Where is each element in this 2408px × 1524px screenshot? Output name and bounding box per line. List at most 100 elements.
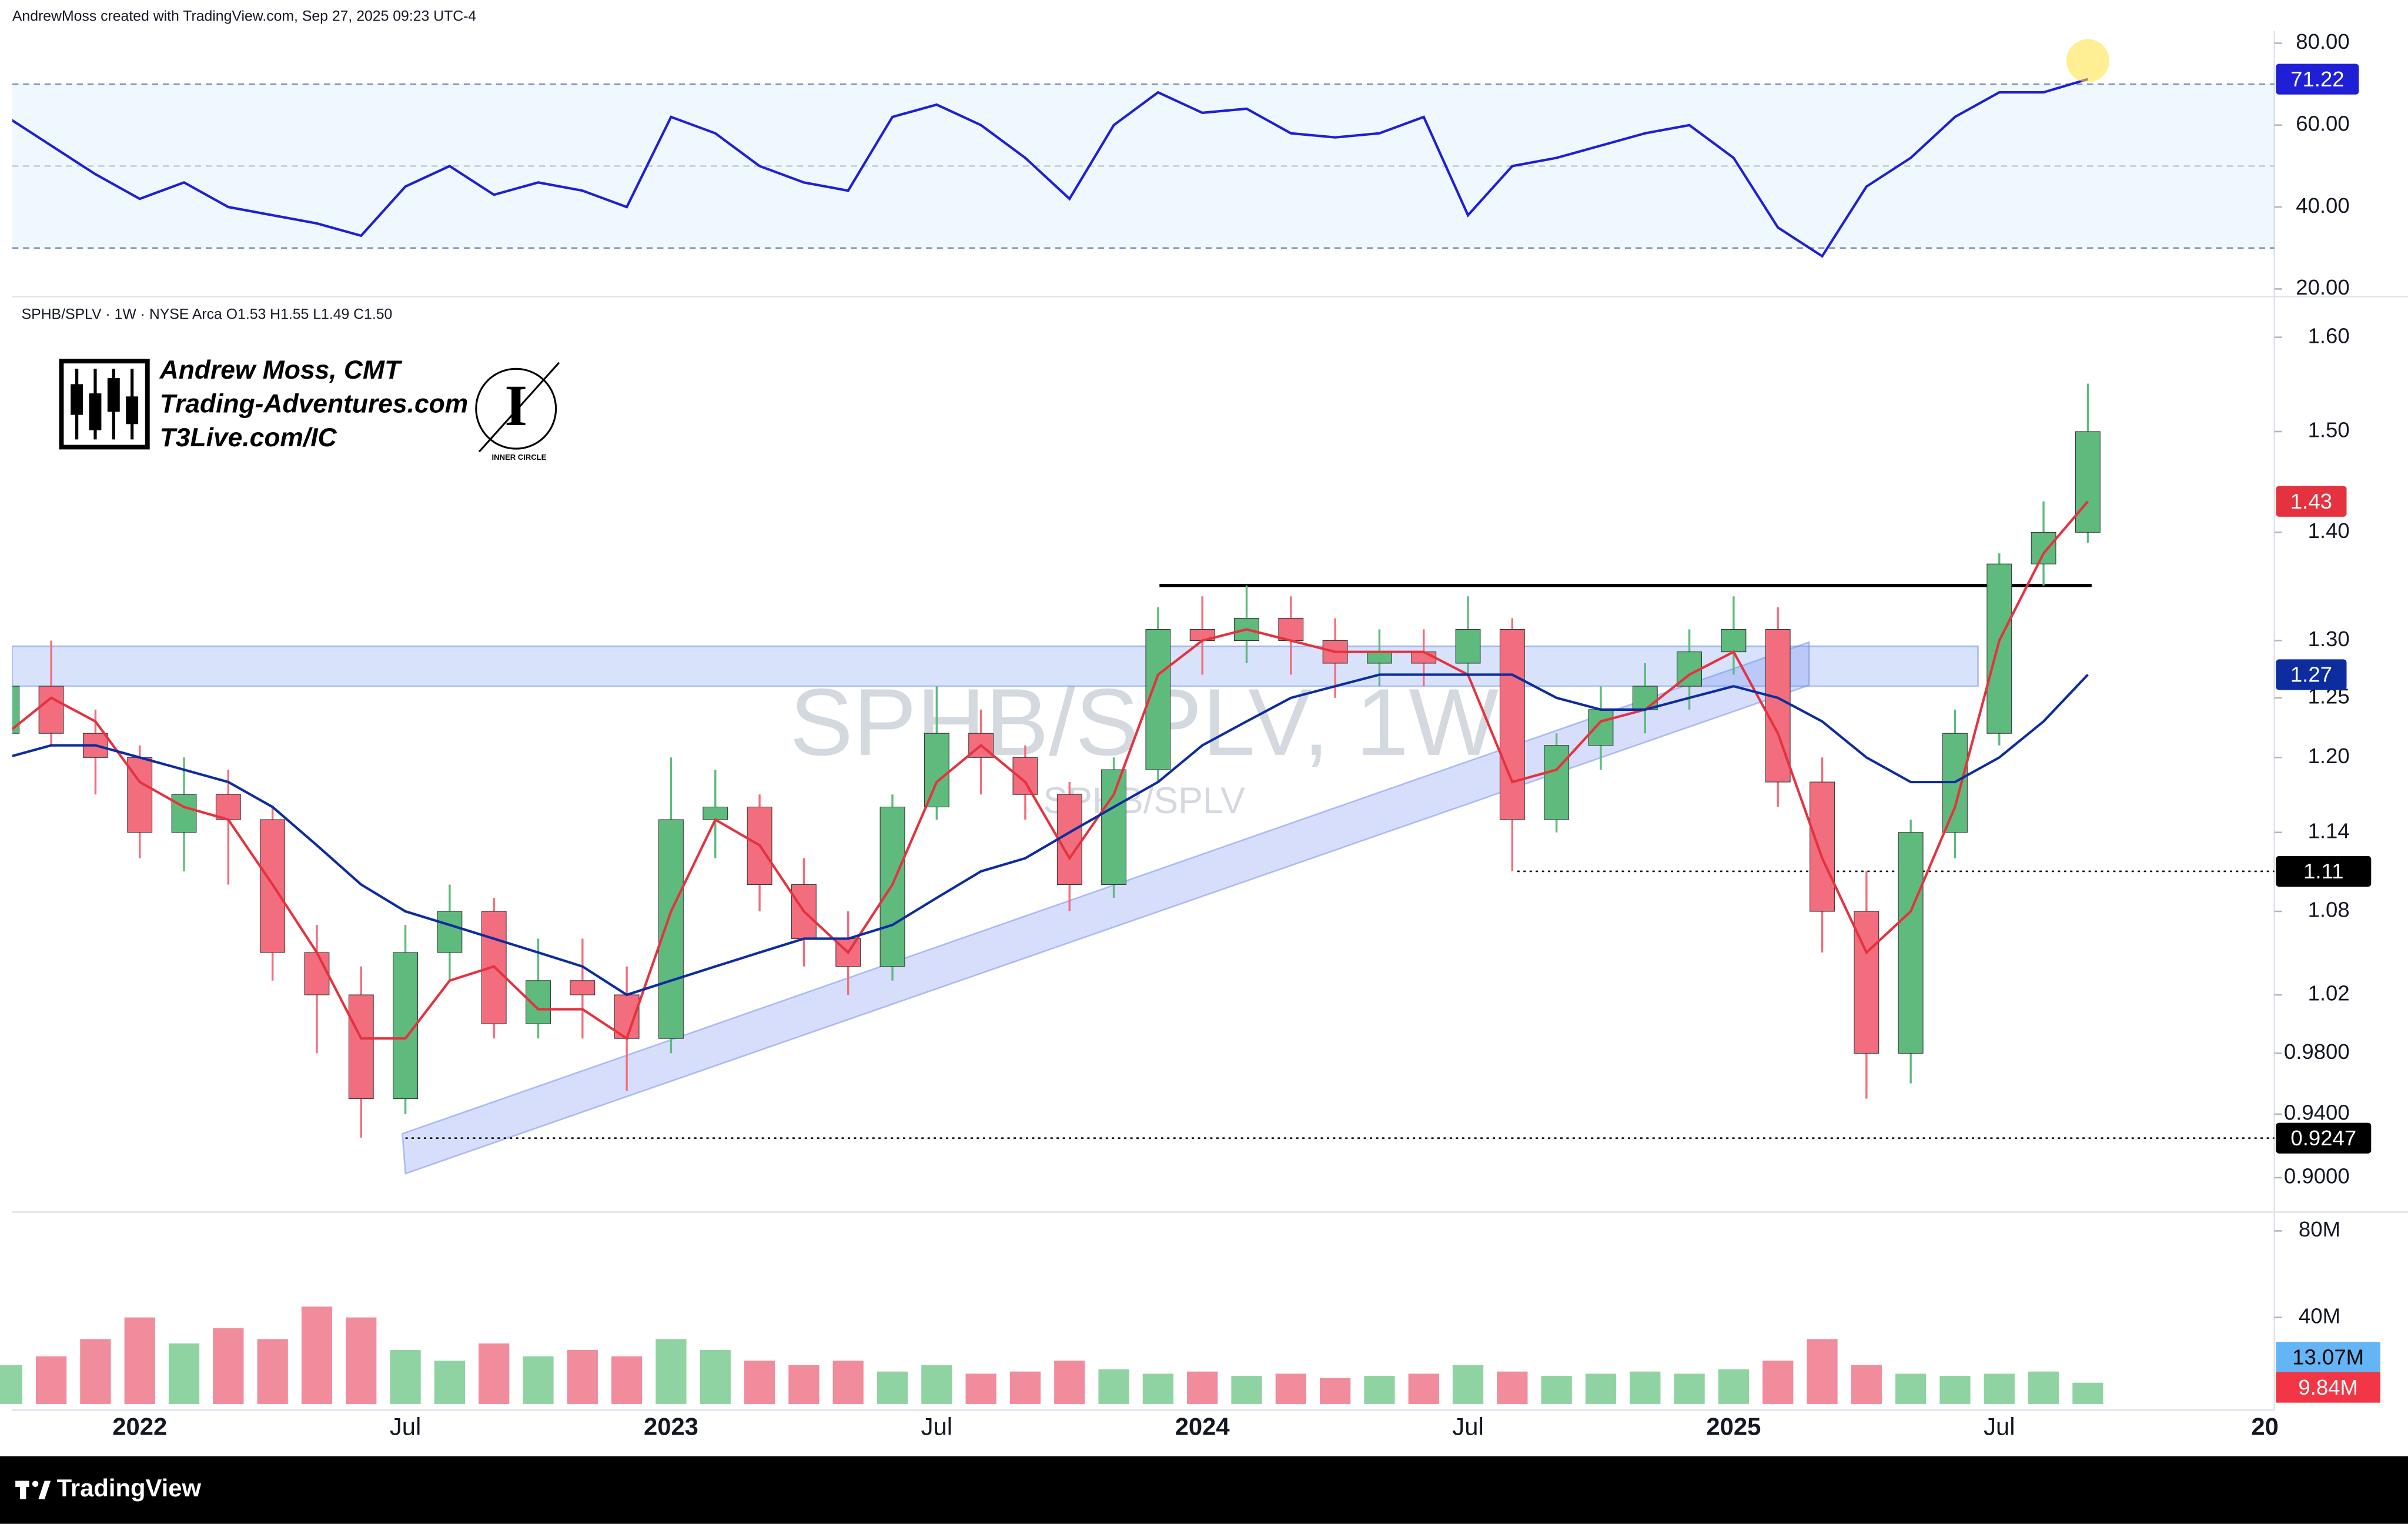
logo-site: Trading-Adventures.com [160, 390, 469, 419]
volume-bar [168, 1343, 200, 1404]
candle-body [1810, 781, 1835, 912]
volume-bar [1585, 1373, 1617, 1404]
volume-bar [655, 1339, 687, 1404]
highlight [2066, 39, 2109, 82]
candle-body [1588, 709, 1614, 746]
y-tick-label: 1.50 [2308, 418, 2350, 442]
y-tick-label: 0.9400 [2284, 1101, 2350, 1125]
volume-bar [1054, 1361, 1085, 1404]
y-tick-label: 1.30 [2308, 627, 2350, 651]
candle-body [1632, 686, 1658, 710]
y-tick-label: 1.02 [2308, 981, 2350, 1005]
volume-bar [611, 1356, 643, 1404]
volume-bar [1009, 1371, 1041, 1404]
price-pane [12, 383, 2275, 1139]
volume-bar [213, 1328, 244, 1404]
x-tick-label: 2025 [1706, 1413, 1761, 1441]
volume-tick-label: 80M [2299, 1217, 2340, 1241]
volume-bar [1187, 1371, 1218, 1404]
candle-body [570, 980, 596, 995]
candle-body [1544, 745, 1570, 820]
trend-channel [402, 641, 1810, 1175]
x-tick-label: Jul [390, 1413, 421, 1441]
volume-bar [1895, 1373, 1927, 1404]
volume-ma-badge-bg [2276, 1342, 2380, 1373]
y-tick-label: 0.9800 [2284, 1040, 2350, 1064]
volume-bar [921, 1365, 952, 1404]
y-tick-label: 1.08 [2308, 898, 2350, 922]
y-tick-label: 1.14 [2308, 818, 2350, 843]
volume-bar [2028, 1371, 2059, 1404]
candle-body [171, 794, 197, 833]
x-tick-label: 2022 [112, 1413, 167, 1441]
volume-bar [1142, 1373, 1173, 1404]
candle-body [304, 952, 330, 995]
volume-bar [257, 1339, 288, 1404]
volume-bar [124, 1317, 155, 1404]
legend: SPHB/SPLV · 1W · NYSE Arca O1.53 H1.55 L… [22, 306, 393, 322]
volume-bar [80, 1339, 111, 1404]
x-tick-label: Jul [1452, 1413, 1483, 1441]
volume-ma-badge: 13.07M [2292, 1345, 2364, 1369]
volume-bar [788, 1365, 820, 1404]
candle-body [12, 686, 20, 734]
rsi-tick-label: 20.00 [2296, 275, 2350, 299]
volume-bar [1319, 1378, 1351, 1404]
candle-body [1455, 629, 1481, 664]
level-badge: 1.11 [2303, 859, 2343, 883]
rsi-badge-bg [2276, 63, 2359, 95]
volume-bar [0, 1365, 22, 1404]
candle-body [215, 794, 241, 820]
moving-average [12, 673, 2089, 997]
moving-average [12, 500, 2089, 1041]
support-zone [12, 645, 1979, 687]
volume-tick-label: 40M [2299, 1304, 2340, 1328]
rsi-tick-label: 80.00 [2296, 29, 2350, 54]
volume-badge-bg [2276, 1372, 2380, 1403]
volume-bar [1231, 1376, 1262, 1404]
volume-bar [1275, 1373, 1306, 1404]
volume-bar [2072, 1382, 2103, 1404]
candle-body [924, 733, 949, 808]
candle-body [1367, 651, 1392, 664]
volume-bar [1098, 1369, 1129, 1404]
logo-badge: INNER CIRCLE [492, 453, 547, 462]
rsi-pane [12, 39, 2275, 258]
candle-body [1986, 563, 2012, 734]
ma-badge-bg [2276, 486, 2347, 517]
volume-bar [1807, 1339, 1838, 1404]
rsi-tick-label: 40.00 [2296, 193, 2350, 218]
volume-bar [523, 1356, 554, 1404]
volume-bar [1674, 1373, 1705, 1404]
rsi-badge: 71.22 [2290, 67, 2345, 91]
logo-name: Andrew Moss, CMT [159, 356, 403, 385]
logo: Andrew Moss, CMT Trading-Adventures.com … [59, 356, 560, 462]
candle-body [393, 952, 419, 1099]
volume-bar [1762, 1361, 1794, 1404]
volume-bar [965, 1373, 996, 1404]
volume-bar [1497, 1371, 1528, 1404]
x-tick-label: Jul [921, 1413, 952, 1441]
ma-badge-bg [2276, 659, 2347, 690]
rsi-tick-label: 60.00 [2296, 111, 2350, 135]
svg-text:I: I [504, 374, 527, 438]
candle-body [38, 686, 64, 734]
volume-bar [1939, 1376, 1971, 1404]
ma-badge: 1.43 [2290, 489, 2332, 513]
volume-bar [1452, 1365, 1484, 1404]
candle-body [1101, 769, 1126, 885]
volume-bar [1630, 1371, 1661, 1404]
footer-bar [0, 1456, 2408, 1524]
candle-body [1898, 832, 1924, 1054]
footer-text: TradingView [57, 1474, 202, 1502]
y-tick-label: 1.40 [2308, 519, 2350, 543]
x-tick-label: 2024 [1175, 1413, 1230, 1441]
volume-bar [1984, 1373, 2015, 1404]
level-badge-bg [2276, 1122, 2372, 1154]
volume-bar [700, 1349, 731, 1404]
volume-bar [1541, 1376, 1572, 1404]
candle-body [1721, 629, 1747, 653]
x-tick-label: Jul [1984, 1413, 2015, 1441]
level-badge-bg [2276, 855, 2372, 887]
